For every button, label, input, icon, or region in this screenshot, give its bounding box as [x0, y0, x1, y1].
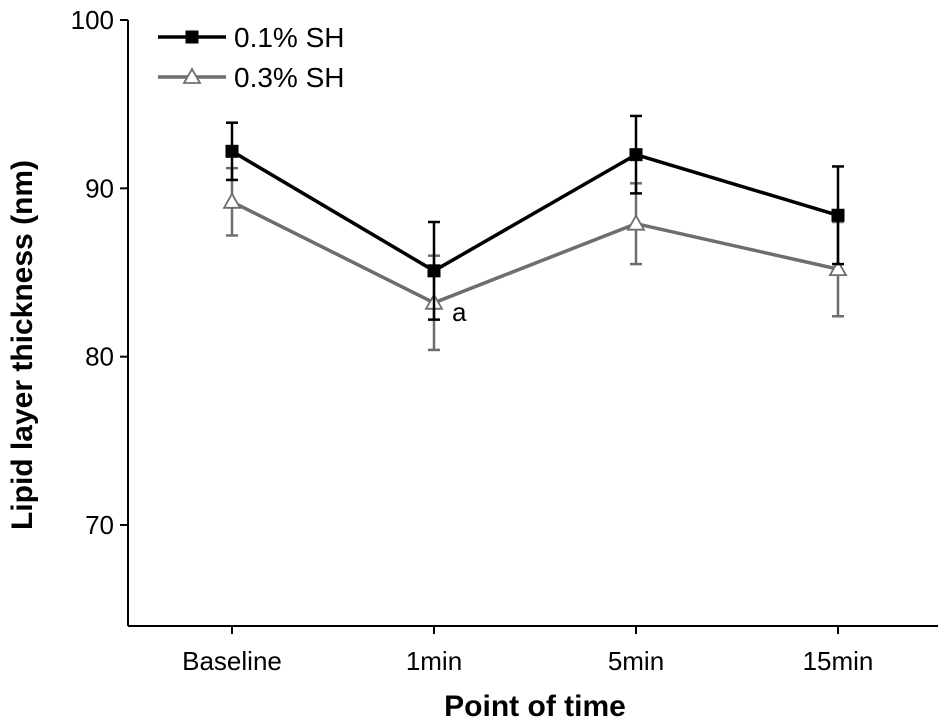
annotation-label: a [452, 297, 467, 327]
data-point-marker [831, 208, 845, 222]
series-layer: a [222, 114, 848, 352]
y-tick-label: 90 [85, 173, 114, 203]
data-point-marker [185, 30, 199, 44]
y-tick-label: 70 [85, 510, 114, 540]
series-1 [225, 114, 845, 321]
data-point-marker [626, 213, 646, 231]
data-point-marker [225, 144, 239, 158]
y-tick-label: 100 [71, 5, 114, 35]
legend: 0.1% SH 0.3% SH [158, 22, 345, 93]
x-tick-label: 5min [608, 646, 664, 676]
series-2 [222, 166, 848, 352]
legend-label: 0.3% SH [234, 62, 345, 93]
x-tick-label: Baseline [182, 646, 282, 676]
legend-item-1: 0.1% SH [158, 22, 345, 53]
legend-item-2: 0.3% SH [158, 62, 345, 93]
series-line [231, 149, 839, 273]
x-tick-label: 1min [406, 646, 462, 676]
x-tick-label: 15min [803, 646, 874, 676]
legend-label: 0.1% SH [234, 22, 345, 53]
data-point-marker [427, 264, 441, 278]
x-axis-title: Point of time [444, 690, 626, 723]
data-point-marker [629, 148, 643, 162]
data-point-marker [828, 259, 848, 277]
data-point-marker [182, 67, 202, 84]
axes: 70 80 90 100 Baseline 1min 5min 15min [71, 5, 938, 676]
data-point-marker [222, 191, 242, 209]
series-line [231, 200, 839, 305]
y-tick-label: 80 [85, 342, 114, 372]
y-axis-title: Lipid layer thickness (nm) [6, 160, 39, 530]
